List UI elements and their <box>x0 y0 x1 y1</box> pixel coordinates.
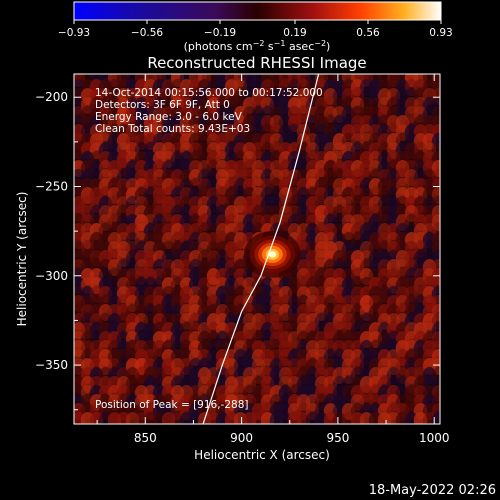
peak-source <box>268 251 277 258</box>
annotation-line: Detectors: 3F 6F 9F, Att 0 <box>95 99 230 111</box>
colorbar-tick-label: 0.56 <box>356 27 380 39</box>
colorbar-tick-label: 0.93 <box>429 27 452 39</box>
annotation-line: Clean Total counts: 9.43E+03 <box>95 123 250 135</box>
heatmap-cell <box>323 411 338 424</box>
y-tick-label: −250 <box>35 180 68 194</box>
heatmap-image <box>74 74 440 424</box>
y-tick-label: −200 <box>35 90 68 104</box>
colorbar <box>73 1 442 21</box>
colorbar-tick-label: −0.56 <box>131 27 163 39</box>
y-axis-label: Heliocentric Y (arcsec) <box>15 192 29 327</box>
x-tick-label: 950 <box>326 431 349 445</box>
colorbar-ticks: −0.93 −0.56 −0.19 0.19 0.56 0.93 <box>58 20 453 39</box>
solar-limb-curve <box>202 74 320 424</box>
x-tick-label: 900 <box>230 431 253 445</box>
plot-frame <box>73 73 441 425</box>
heatmap-cell <box>332 411 347 424</box>
image-annotations: 14-Oct-2014 00:15:56.000 to 00:17:52.000… <box>95 87 323 135</box>
colorbar-tick-label: −0.93 <box>58 27 90 39</box>
x-tick-label: 850 <box>134 431 157 445</box>
annotation-line: 14-Oct-2014 00:15:56.000 to 00:17:52.000 <box>95 87 323 99</box>
heatmap-cell <box>161 411 176 424</box>
y-tick-label: −350 <box>35 358 68 372</box>
colorbar-tick-label: 0.19 <box>283 27 306 39</box>
x-tick-label: 1000 <box>419 431 450 445</box>
heatmap-cell <box>242 411 257 424</box>
colorbar-tick-label: −0.19 <box>204 27 236 39</box>
peak-position-label: Position of Peak = [916,-288] <box>95 399 249 411</box>
annotation-line: Energy Range: 3.0 - 6.0 keV <box>95 111 243 123</box>
heatmap-cell <box>269 411 284 424</box>
axis-ticks: 850 900 950 1000 −200 −250 −300 −350 <box>35 74 449 445</box>
y-tick-label: −300 <box>35 269 68 283</box>
footer-date: 18-May-2022 02:26 <box>369 483 496 498</box>
colorbar-unit-label: (photons cm−2 s−1 asec−2) <box>184 39 331 53</box>
x-axis-label: Heliocentric X (arcsec) <box>194 448 330 462</box>
chart-title: Reconstructed RHESSI Image <box>147 54 366 72</box>
